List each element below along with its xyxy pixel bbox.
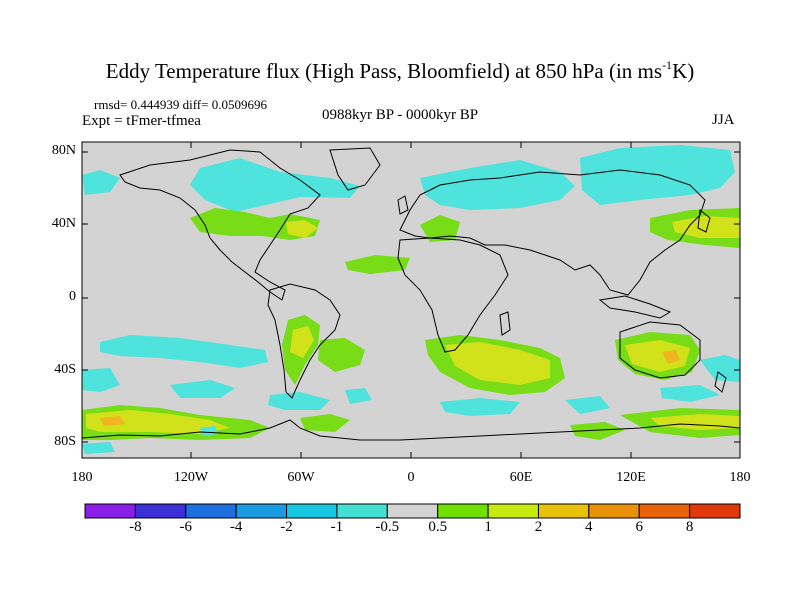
period-label: 0988kyr BP - 0000kyr BP bbox=[322, 107, 479, 123]
lon-label: 120E bbox=[616, 470, 646, 485]
colorbar bbox=[84, 503, 741, 519]
lon-label: 60E bbox=[509, 470, 533, 485]
colorbar-swatch bbox=[537, 503, 590, 519]
yellow-region bbox=[672, 216, 740, 238]
colorbar-swatch bbox=[487, 503, 539, 519]
title-main: Eddy Temperature flux (High Pass, Bloomf… bbox=[105, 59, 663, 83]
green-region bbox=[190, 208, 320, 240]
colorbar-label: -4 bbox=[229, 519, 243, 535]
lon-ticks bbox=[190, 142, 632, 458]
colorbar-label: 1 bbox=[484, 519, 492, 535]
coastline-africa bbox=[397, 237, 509, 353]
plot-title: Eddy Temperature flux (High Pass, Bloomf… bbox=[0, 58, 800, 84]
cyan-region bbox=[100, 335, 268, 368]
orange-region bbox=[100, 416, 125, 426]
cyan-region bbox=[82, 170, 120, 195]
lon-label: 60W bbox=[287, 470, 315, 485]
colorbar-swatch bbox=[336, 503, 388, 519]
experiment-label: Expt = tFmer-tfmea bbox=[82, 113, 201, 129]
colorbar-label: 0.5 bbox=[428, 519, 448, 535]
coastline-madagascar bbox=[499, 311, 511, 336]
colorbar-label: 2 bbox=[534, 519, 543, 535]
colorbar-swatch bbox=[437, 503, 489, 519]
coastline-north-america bbox=[119, 149, 321, 301]
colorbar-swatch bbox=[588, 503, 640, 519]
coastline-greenland bbox=[329, 147, 381, 191]
colorbar-swatch bbox=[185, 503, 237, 519]
yellow-region bbox=[625, 340, 690, 372]
coastline-british-isles bbox=[397, 195, 409, 215]
stats-line: rmsd= 0.444939 diff= 0.0509696 bbox=[94, 97, 267, 112]
cyan-region bbox=[170, 380, 235, 398]
lon-label: 120W bbox=[173, 470, 209, 485]
coastline-eurasia bbox=[399, 169, 706, 296]
lat-label: 40N bbox=[51, 216, 76, 231]
colorbar-label: -0.5 bbox=[375, 519, 400, 535]
green-region bbox=[345, 255, 410, 274]
colorbar-label: 4 bbox=[585, 519, 593, 535]
coastline-indonesia bbox=[598, 295, 672, 319]
orange-region bbox=[662, 350, 680, 364]
anomaly-fields bbox=[82, 145, 740, 454]
lon-label: 0 bbox=[407, 470, 415, 485]
cyan-region bbox=[82, 368, 120, 392]
lon-label: 180 bbox=[729, 470, 751, 485]
colorbar-label: -1 bbox=[330, 519, 344, 535]
cyan-region bbox=[660, 385, 720, 402]
coastline-japan bbox=[697, 209, 711, 233]
cyan-region bbox=[268, 392, 330, 410]
yellow-region bbox=[86, 410, 230, 434]
cyan-region bbox=[440, 398, 520, 416]
colorbar-swatch bbox=[134, 503, 187, 519]
yellow-region bbox=[286, 220, 318, 238]
lon-label: 180 bbox=[71, 470, 93, 485]
colorbar-label: -6 bbox=[179, 519, 193, 535]
green-region bbox=[300, 414, 350, 432]
cyan-region bbox=[565, 396, 610, 414]
green-region bbox=[318, 338, 365, 372]
cyan-region bbox=[345, 388, 372, 404]
colorbar-swatch bbox=[286, 503, 338, 519]
green-region bbox=[570, 422, 625, 440]
colorbar-label: -2 bbox=[280, 519, 293, 535]
lat-label: 0 bbox=[69, 289, 76, 304]
coastlines bbox=[82, 147, 740, 441]
coastline-antarctica bbox=[82, 419, 740, 441]
title-superscript: -1 bbox=[662, 58, 673, 72]
cyan-region bbox=[190, 158, 360, 212]
colorbar-swatch bbox=[235, 503, 288, 519]
green-region bbox=[420, 215, 460, 242]
coastline-south-america bbox=[267, 283, 341, 399]
title-end: K) bbox=[672, 59, 695, 83]
colorbar-swatch bbox=[689, 503, 741, 519]
cyan-region bbox=[200, 426, 218, 436]
colorbar-swatch bbox=[386, 503, 439, 519]
lat-label: 80N bbox=[51, 143, 76, 158]
coastline-new-zealand bbox=[714, 371, 727, 393]
season-label: JJA bbox=[712, 112, 735, 128]
cyan-region bbox=[82, 442, 115, 454]
lat-ticks bbox=[82, 151, 740, 443]
lat-label: 40S bbox=[54, 362, 76, 377]
colorbar-swatch bbox=[84, 503, 136, 519]
colorbar-label: 8 bbox=[685, 519, 694, 535]
coastline-australia bbox=[619, 321, 701, 379]
cyan-region bbox=[700, 355, 740, 382]
colorbar-label: 6 bbox=[635, 519, 643, 535]
lat-label: 80S bbox=[54, 434, 76, 449]
colorbar-label: -8 bbox=[129, 519, 142, 535]
colorbar-swatch bbox=[638, 503, 691, 519]
yellow-region bbox=[445, 342, 550, 385]
yellow-region bbox=[290, 326, 314, 358]
